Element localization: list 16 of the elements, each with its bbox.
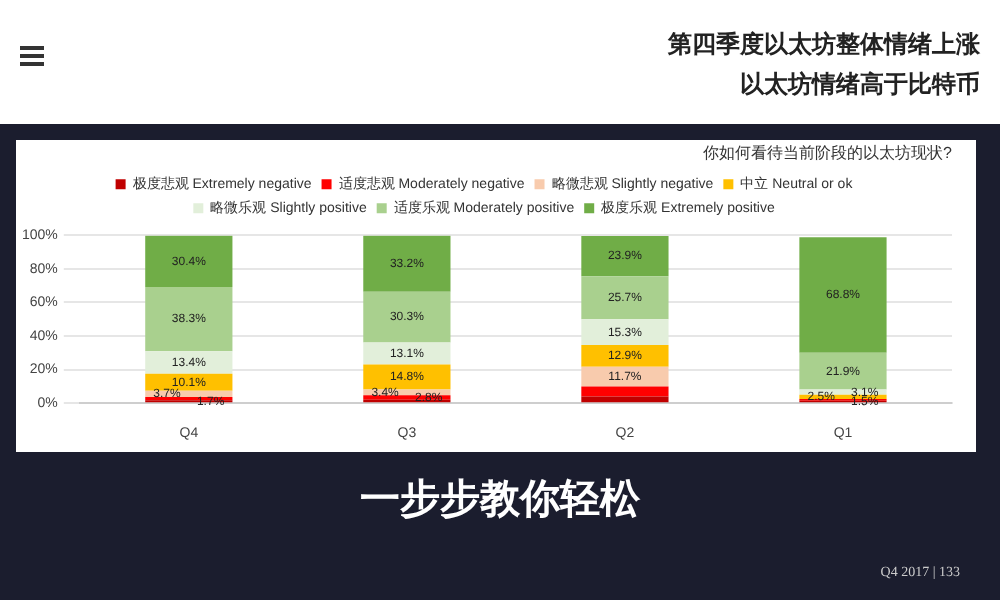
bar [363, 235, 451, 292]
bar [145, 286, 233, 352]
bar [581, 236, 669, 277]
text: 以太坊情绪高于比特币 [738, 68, 980, 102]
text: 一步步教你轻松 [358, 472, 642, 526]
bar [581, 345, 669, 367]
bar [799, 352, 887, 390]
bar [799, 237, 887, 353]
bar [145, 235, 233, 287]
bar [363, 291, 451, 343]
chart-subtitle: 第四季度以太坊整体情绪上涨 [668, 28, 980, 62]
bar [363, 342, 451, 365]
bar [581, 276, 669, 320]
bar [581, 396, 669, 403]
bar [581, 386, 669, 397]
chart-title: 你如何看待当前阶段的以太坊现状? [703, 144, 954, 163]
